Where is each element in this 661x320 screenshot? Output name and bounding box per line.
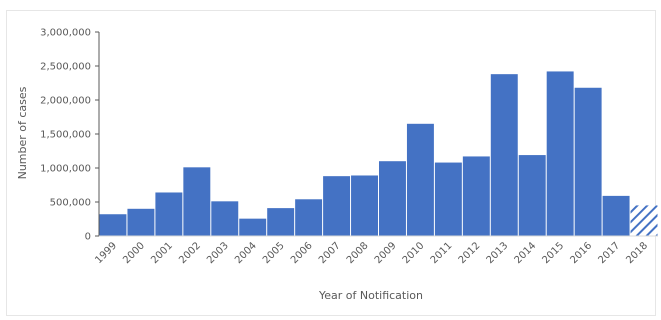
x-tick-label: 2016 bbox=[568, 240, 594, 266]
y-tick-label: 0 bbox=[85, 232, 91, 243]
bar-1999 bbox=[99, 214, 127, 236]
bar-2000 bbox=[127, 208, 155, 236]
bar-2004 bbox=[239, 218, 267, 236]
x-tick-label: 2011 bbox=[429, 240, 455, 266]
y-tick-label: 1,000,000 bbox=[40, 164, 91, 175]
x-tick-label: 1999 bbox=[93, 240, 119, 266]
x-tick-label: 2015 bbox=[541, 240, 567, 266]
bar-2009 bbox=[379, 161, 406, 236]
x-tick-label: 2014 bbox=[513, 240, 539, 266]
bars-group bbox=[99, 71, 658, 236]
bar-2002 bbox=[183, 167, 211, 236]
x-tick-label: 2018 bbox=[624, 240, 650, 266]
y-tick-label: 2,500,000 bbox=[40, 62, 91, 73]
bar-2001 bbox=[155, 192, 183, 236]
bar-2012 bbox=[462, 156, 490, 236]
bar-2017 bbox=[602, 195, 630, 236]
x-tick-label: 2009 bbox=[373, 240, 399, 266]
x-tick-label: 2012 bbox=[457, 240, 483, 266]
x-tick-label: 2010 bbox=[401, 240, 427, 266]
x-tick-label: 2017 bbox=[596, 240, 622, 266]
chart-frame bbox=[6, 10, 656, 316]
bar-2018 bbox=[630, 205, 658, 236]
x-tick-label: 2003 bbox=[205, 240, 231, 266]
x-tick-label: 2001 bbox=[149, 240, 175, 266]
x-tick-label: 2005 bbox=[261, 240, 287, 266]
bar-2011 bbox=[434, 162, 462, 236]
bar-2006 bbox=[295, 199, 323, 236]
x-tick-label: 2000 bbox=[121, 240, 147, 266]
x-tick-label: 2002 bbox=[177, 240, 203, 266]
bar-2005 bbox=[267, 208, 295, 236]
x-axis-title: Year of Notification bbox=[318, 289, 423, 302]
y-axis-title: Number of cases bbox=[16, 86, 29, 179]
y-tick-label: 2,000,000 bbox=[40, 96, 91, 107]
bar-2008 bbox=[351, 175, 378, 236]
bar-2010 bbox=[406, 123, 434, 236]
bar-2016 bbox=[574, 87, 602, 236]
y-axis: 0 500,000 1,000,000 1,500,000 2,000,000 2,500… bbox=[40, 28, 100, 243]
x-tick-label: 2007 bbox=[317, 240, 343, 266]
x-tick-label: 2008 bbox=[345, 240, 371, 266]
x-tick-label: 2006 bbox=[289, 240, 315, 266]
x-tick-label: 2013 bbox=[485, 240, 511, 266]
bar-2007 bbox=[323, 176, 351, 236]
y-tick-label: 500,000 bbox=[50, 198, 91, 209]
y-tick-label: 1,500,000 bbox=[40, 130, 91, 141]
y-tick-label: 3,000,000 bbox=[40, 28, 91, 39]
x-tick-label: 2004 bbox=[233, 240, 259, 266]
bar-2014 bbox=[518, 155, 546, 236]
bar-2013 bbox=[490, 74, 518, 236]
bar-2015 bbox=[546, 71, 574, 236]
x-axis: 1999 2000 2001 2002 2003 2004 2005 2006 2007 2008… bbox=[93, 235, 658, 266]
bar-2003 bbox=[211, 201, 239, 236]
